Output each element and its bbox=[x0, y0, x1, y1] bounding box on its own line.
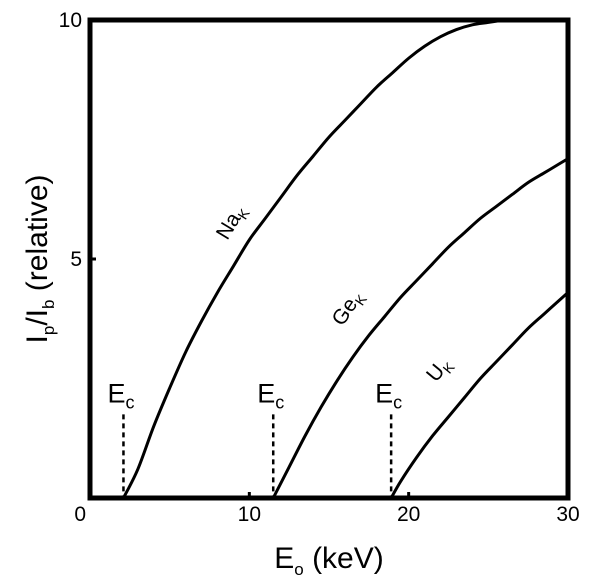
x-tick-label: 20 bbox=[397, 503, 420, 526]
ec-label-sub: c bbox=[393, 392, 402, 412]
ec-label-main: E bbox=[375, 378, 393, 408]
x-axis-title-main: E bbox=[274, 542, 294, 575]
x-tick-label: 10 bbox=[238, 503, 261, 526]
ec-label-main: E bbox=[257, 378, 275, 408]
x-tick-label: 0 bbox=[74, 503, 86, 526]
series-ge-label: GeK bbox=[328, 286, 371, 332]
ticks-group: 0 10 20 30 5 10 bbox=[59, 9, 580, 526]
x-tick-label: 30 bbox=[556, 503, 579, 526]
y-axis-title: Ip/Ib (relative) bbox=[21, 175, 58, 344]
x-axis-title: Eo (keV) bbox=[274, 542, 384, 579]
y-axis-title-part2: /I bbox=[21, 309, 54, 326]
ec-marker-label-1: Ec bbox=[107, 378, 134, 412]
y-tick-label: 5 bbox=[70, 248, 82, 271]
x-axis-title-sub: o bbox=[294, 560, 303, 579]
x-axis-title-unit: (keV) bbox=[304, 542, 384, 575]
plot-frame bbox=[87, 17, 571, 501]
series-ge-line bbox=[271, 157, 568, 498]
ec-label-sub: c bbox=[275, 392, 284, 412]
series-na-label: NaK bbox=[212, 200, 253, 245]
ec-label-main: E bbox=[107, 378, 125, 408]
curve-labels-group: NaK GeK UK bbox=[212, 200, 458, 388]
series-u-label: UK bbox=[422, 352, 458, 388]
series-u-line bbox=[389, 290, 568, 498]
ec-marker-label-2: Ec bbox=[257, 378, 284, 412]
ec-marker-label-3: Ec bbox=[375, 378, 402, 412]
annotations-group: Ec Ec Ec bbox=[107, 378, 402, 496]
ec-label-sub: c bbox=[125, 392, 134, 412]
y-tick-label: 10 bbox=[59, 9, 82, 32]
y-axis-title-sub1: p bbox=[39, 326, 58, 335]
series-na-line bbox=[121, 20, 506, 498]
y-axis-title-sub2: b bbox=[39, 300, 58, 309]
y-axis-title-part1: I bbox=[21, 335, 54, 343]
y-axis-title-rest: (relative) bbox=[21, 175, 54, 300]
plot-clip-group bbox=[121, 20, 568, 498]
curves-group bbox=[121, 20, 568, 498]
